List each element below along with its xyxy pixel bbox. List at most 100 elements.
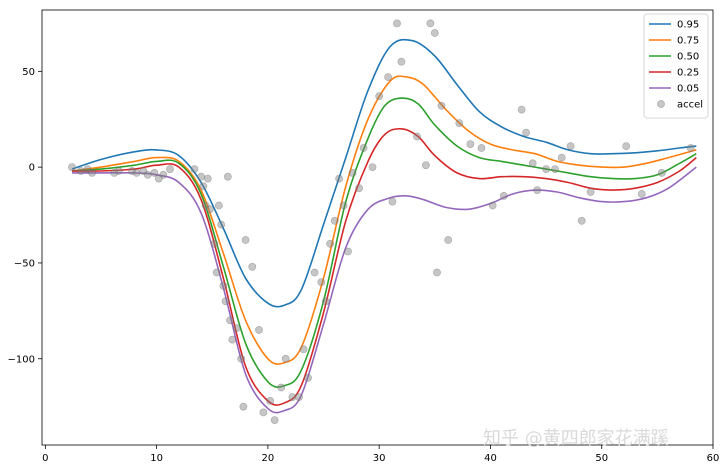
scatter-point-accel [622,142,631,150]
legend-label: 0.50 [677,52,699,63]
x-tick-label: 10 [150,453,163,464]
scatter-point-accel [551,165,559,173]
scatter-point-accel [214,201,223,210]
scatter-point-accel [542,165,550,173]
scatter-point-accel [557,153,566,162]
x-axis: 0 10 20 30 40 50 60 [42,445,719,464]
scatter-point-accel [335,174,343,183]
scatter-point-accel [197,172,205,181]
scatter-point-accel [344,247,352,256]
scatter-layer [68,19,695,424]
scatter-point-accel [477,144,486,152]
y-tick-label: 50 [22,67,35,78]
scatter-point-accel [166,165,174,173]
scatter-point-accel [219,281,228,290]
scatter-point-accel [686,144,695,152]
scatter-point-accel [226,316,234,325]
scatter-point-accel [355,184,363,193]
scatter-point-accel [384,73,392,81]
scatter-point-accel [522,128,530,137]
scatter-point-accel [299,345,308,354]
scatter-point-accel [426,19,435,28]
scatter-point-accel [150,168,159,177]
scatter-point-accel [304,373,312,382]
scatter-point-accel [637,190,646,198]
scatter-point-accel [199,182,208,191]
y-tick-label: −50 [14,258,35,269]
scatter-point-accel [388,197,397,206]
scatter-point-accel [77,167,85,175]
scatter-point-accel [577,216,586,225]
scatter-point-accel [430,29,439,37]
scatter-point-accel [517,105,526,114]
scatter-point-accel [375,92,384,101]
scatter-point-accel [212,268,221,277]
scatter-point-accel [190,165,199,173]
scatter-point-accel [266,396,274,405]
scatter-point-accel [321,297,330,306]
series-line-0-75 [71,75,697,365]
scatter-point-accel [281,354,290,363]
x-tick-label: 30 [373,453,386,464]
scatter-point-accel [68,163,76,171]
legend-label: 0.05 [677,84,699,95]
scatter-point-accel [330,216,339,225]
scatter-point-accel [221,297,230,306]
scatter-point-accel [566,142,575,150]
scatter-point-accel [255,326,263,334]
x-tick-label: 40 [484,453,497,464]
scatter-point-accel [437,101,446,110]
legend-marker-accel [657,100,665,108]
scatter-point-accel [241,236,250,244]
scatter-point-accel [586,188,595,196]
scatter-point-accel [310,268,319,277]
scatter-point-accel [528,159,537,168]
scatter-point-accel [237,354,246,363]
scatter-point-accel [421,161,430,170]
scatter-point-accel [533,186,542,194]
plot-frame [41,9,714,446]
scatter-point-accel [203,174,212,183]
scatter-point-accel [83,165,92,173]
scatter-point-accel [206,205,214,214]
scatter-point-accel [128,167,136,175]
legend-label: 0.25 [677,68,699,79]
watermark-text: 知乎 @黄四郎家花满蹊 [483,428,669,449]
series-line-0-95 [71,38,697,308]
y-tick-label: 0 [29,163,35,174]
y-axis: −100 −50 0 50 [8,67,42,365]
scatter-point-accel [270,416,279,424]
scatter-point-accel [397,57,406,66]
scatter-point-accel [348,168,357,177]
scatter-point-accel [413,132,421,141]
x-tick-label: 60 [707,453,720,464]
legend: 0.95 0.75 0.50 0.25 0.05 accel [643,13,709,119]
legend-label: accel [677,100,703,111]
series-line-0-50 [71,97,697,388]
scatter-point-accel [295,393,303,401]
scatter-point-accel [223,172,232,181]
scatter-point-accel [455,119,464,127]
scatter-point-accel [132,168,141,177]
scatter-point-accel [499,191,508,200]
scatter-point-accel [159,170,168,179]
scatter-point-accel [110,168,119,177]
y-tick-label: −100 [8,354,35,365]
scatter-point-accel [359,144,368,152]
scatter-point-accel [114,167,123,175]
scatter-point-accel [232,324,241,332]
scatter-point-accel [88,168,96,177]
scatter-point-accel [210,239,219,248]
legend-label: 0.95 [677,20,699,31]
scatter-point-accel [239,402,248,411]
scatter-point-accel [228,335,237,344]
scatter-point-accel [326,239,335,248]
x-tick-label: 0 [42,453,48,464]
scatter-point-accel [143,170,152,179]
scatter-point-accel [466,140,475,148]
scatter-point-accel [657,168,666,177]
scatter-point-accel [288,393,297,401]
scatter-point-accel [277,383,286,392]
scatter-point-accel [444,236,453,244]
scatter-point-accel [393,19,401,28]
